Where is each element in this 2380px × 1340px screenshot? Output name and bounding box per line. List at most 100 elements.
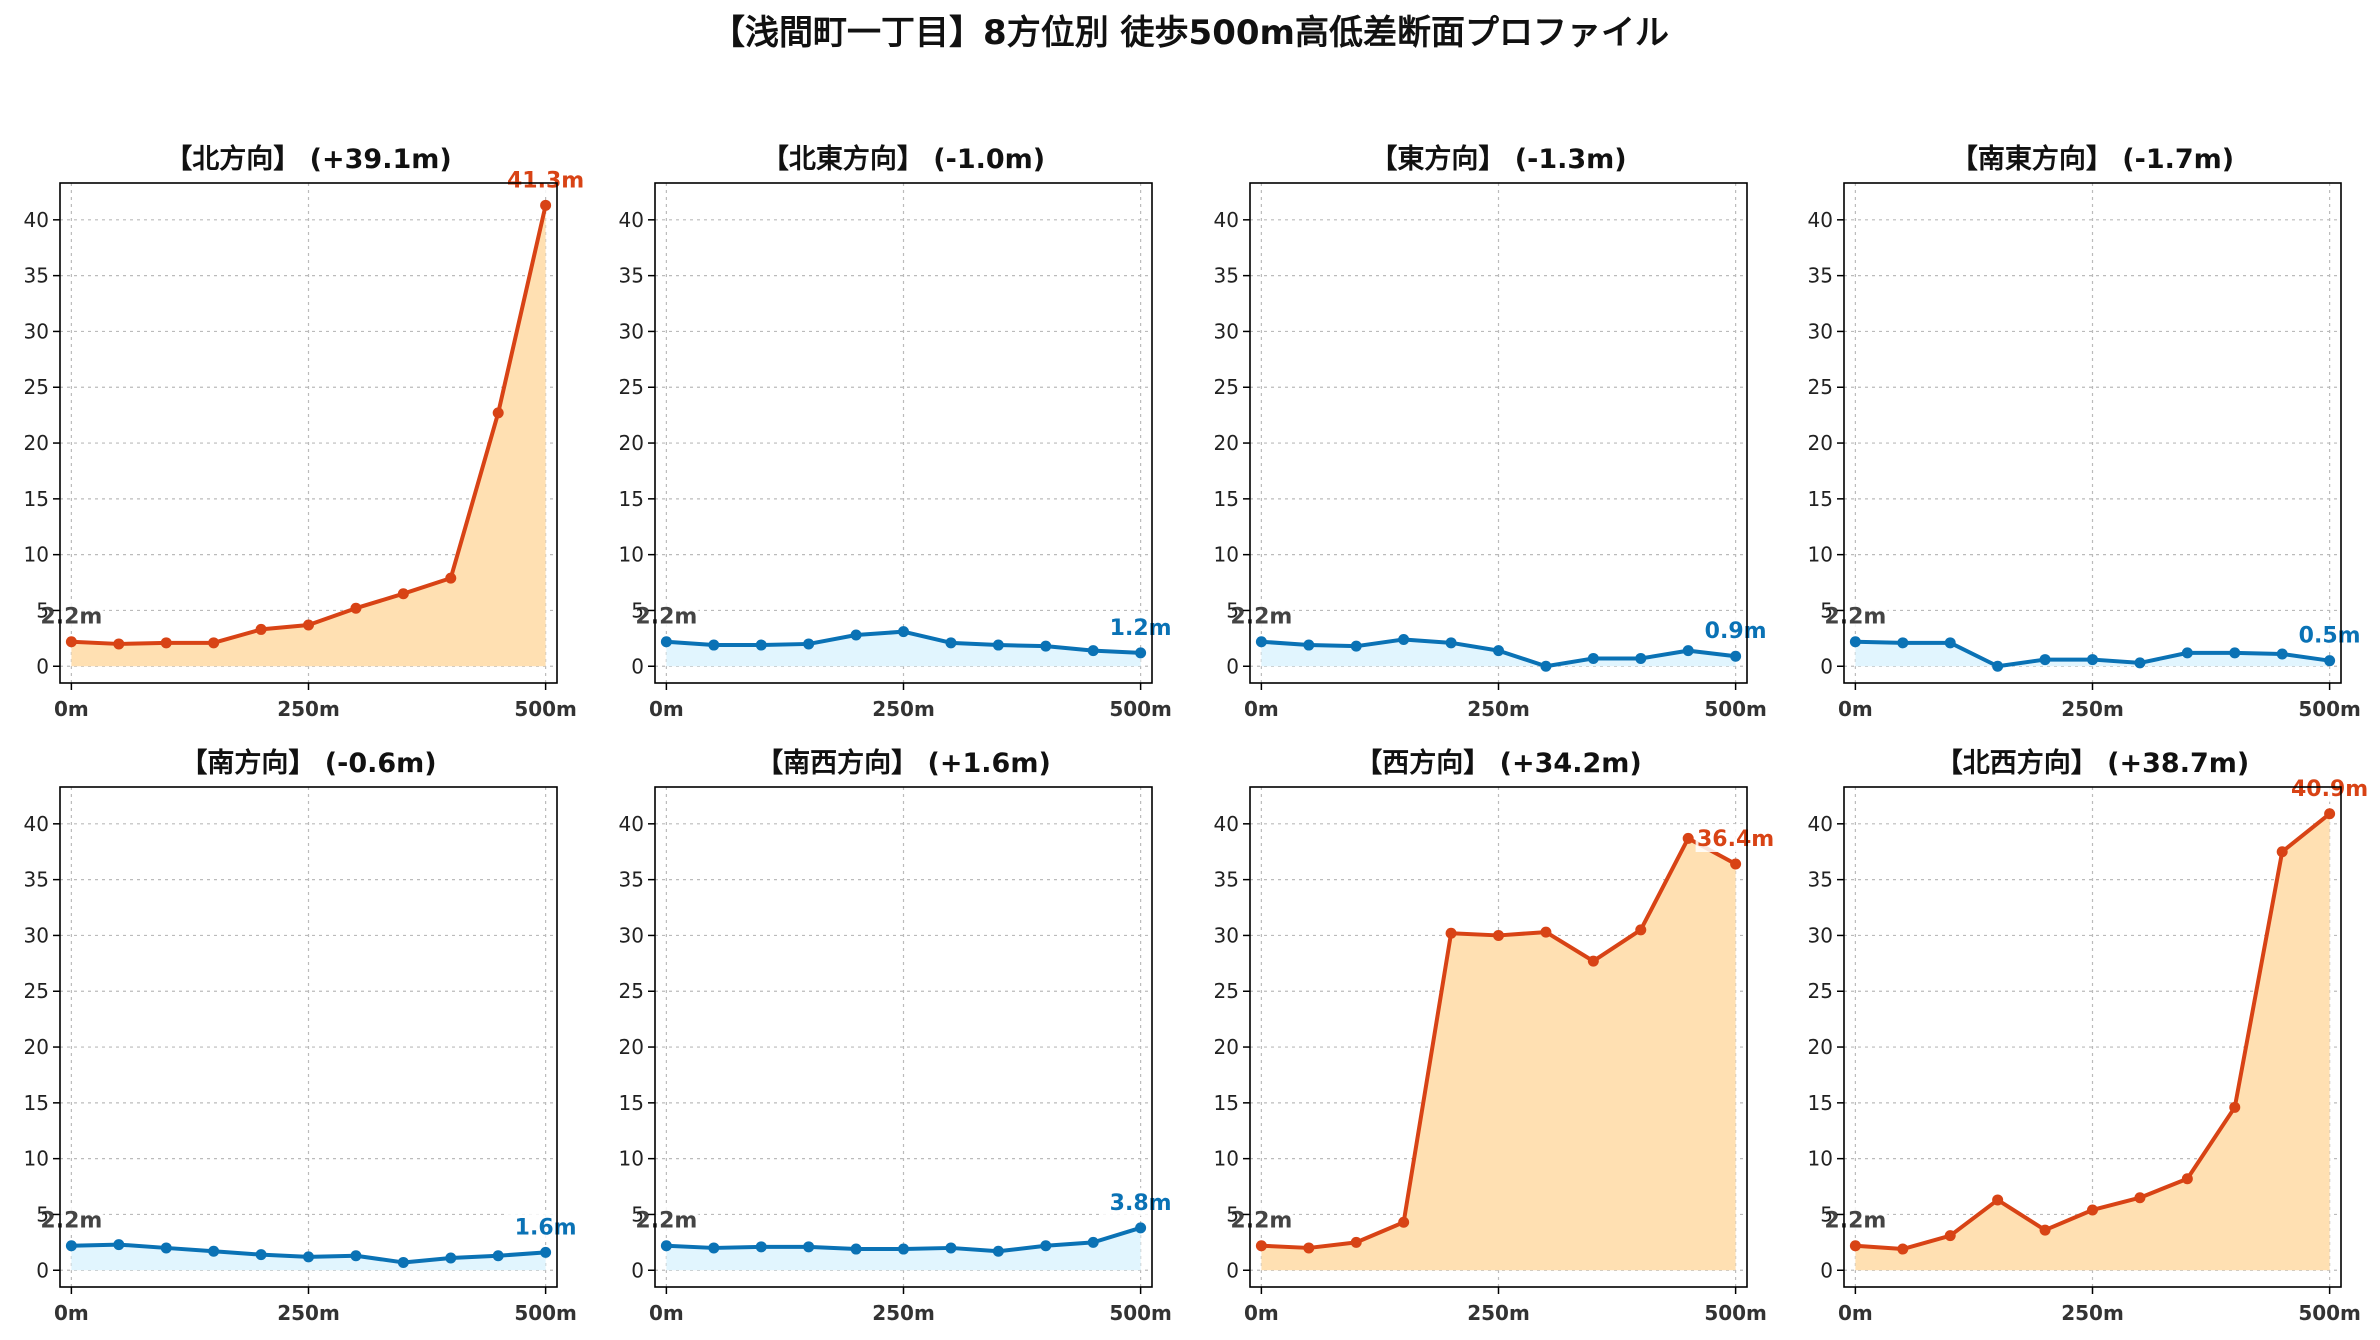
y-tick-label: 25: [1214, 979, 1239, 1003]
axes-frame: [1249, 182, 1748, 684]
data-point: [1897, 637, 1909, 649]
x-tick-label: 0m: [1838, 1301, 1873, 1325]
data-point: [2134, 1192, 2146, 1204]
y-tick-label: 35: [1214, 868, 1239, 892]
data-point: [1445, 637, 1457, 649]
x-tick-label: 250m: [277, 697, 340, 721]
x-tick-label: 500m: [2298, 697, 2361, 721]
y-tick-label: 20: [619, 1035, 644, 1059]
y-tick-label: 5: [1820, 1202, 1833, 1226]
panel-title: 【南西方向】 (+1.6m): [756, 747, 1051, 779]
data-point: [898, 626, 909, 638]
y-tick-label: 30: [24, 319, 49, 343]
data-point: [1944, 637, 1956, 649]
data-point: [303, 619, 314, 631]
data-point: [992, 639, 1004, 651]
y-tick-label: 5: [1226, 598, 1239, 622]
x-tick-label: 250m: [872, 697, 935, 721]
data-point: [1730, 650, 1742, 662]
y-tick-label: 30: [1214, 319, 1239, 343]
y-tick-label: 15: [1214, 487, 1239, 511]
y-tick-label: 0: [631, 1258, 644, 1282]
data-point: [1730, 858, 1742, 870]
profile-panels: 【北方向】 (+39.1m) 2.2m 41.3m 0 5 10 15 20 25 30 35 40 0…: [24, 143, 2369, 1325]
y-tick-label: 15: [24, 487, 49, 511]
data-point: [2039, 654, 2051, 666]
y-tick-label: 35: [1808, 868, 1833, 892]
x-tick-label: 0m: [1838, 697, 1873, 721]
y-tick-label: 20: [1808, 431, 1833, 455]
y-tick-label: 35: [24, 264, 49, 288]
data-point: [1135, 647, 1147, 659]
x-tick-label: 500m: [1704, 1301, 1767, 1325]
y-tick-label: 5: [36, 1202, 49, 1226]
data-point: [445, 572, 457, 584]
y-tick-label: 10: [24, 543, 49, 567]
y-tick-label: 20: [1808, 1035, 1833, 1059]
y-tick-label: 30: [1214, 923, 1239, 947]
data-point: [350, 1250, 362, 1262]
data-point: [1350, 1236, 1362, 1248]
y-tick-label: 15: [1808, 487, 1833, 511]
data-point: [208, 637, 220, 649]
y-tick-label: 15: [619, 1091, 644, 1115]
y-tick-label: 35: [1808, 264, 1833, 288]
data-point: [2324, 655, 2336, 667]
axes-frame: [1843, 182, 2342, 684]
x-tick-label: 250m: [2061, 1301, 2124, 1325]
y-tick-label: 20: [1214, 431, 1239, 455]
x-tick-label: 0m: [649, 1301, 684, 1325]
start-label: 2.2m: [1230, 605, 1292, 630]
data-point: [2181, 1173, 2193, 1185]
y-tick-label: 30: [619, 319, 644, 343]
end-label-background: [1695, 616, 1774, 645]
data-point: [1587, 652, 1599, 664]
x-tick-label: 250m: [1467, 1301, 1530, 1325]
x-tick-label: 0m: [54, 1301, 89, 1325]
panel-title: 【北東方向】 (-1.0m): [762, 143, 1045, 175]
start-label-background: [1823, 601, 1888, 630]
grid-lines: [1250, 183, 1747, 683]
y-tick-label: 15: [619, 487, 644, 511]
x-tick-label: 500m: [1109, 1301, 1172, 1325]
y-tick-label: 10: [1808, 1147, 1833, 1171]
data-point: [708, 1242, 720, 1254]
y-tick-label: 25: [24, 979, 49, 1003]
profile-panel: 【南東方向】 (-1.7m) 2.2m 0.5m 0 5 10 15 20 25 30 35 40 0m…: [1808, 143, 2368, 721]
y-tick-label: 0: [1820, 654, 1833, 678]
y-tick-label: 40: [1214, 812, 1239, 836]
x-tick-label: 0m: [1244, 697, 1279, 721]
data-point: [1255, 636, 1267, 648]
y-tick-label: 0: [36, 1258, 49, 1282]
data-point: [1635, 652, 1647, 664]
y-tick-label: 35: [619, 264, 644, 288]
y-tick-label: 0: [1820, 1258, 1833, 1282]
panel-title: 【南方向】 (-0.6m): [180, 747, 436, 779]
y-tick-label: 40: [24, 208, 49, 232]
data-point: [945, 637, 957, 649]
y-tick-label: 10: [619, 1147, 644, 1171]
start-label-background: [634, 1205, 699, 1234]
panel-title: 【南東方向】 (-1.7m): [1951, 143, 2234, 175]
end-label: 40.9m: [2291, 777, 2368, 802]
y-tick-label: 30: [619, 923, 644, 947]
elevation-fill-area: [666, 631, 1141, 667]
data-point: [1040, 640, 1052, 652]
data-point: [1445, 927, 1457, 939]
data-point: [65, 636, 77, 648]
x-tick-label: 500m: [514, 1301, 577, 1325]
x-tick-label: 250m: [277, 1301, 340, 1325]
y-tick-label: 30: [1808, 923, 1833, 947]
x-tick-label: 250m: [1467, 697, 1530, 721]
data-point: [1540, 660, 1552, 672]
data-point: [1135, 1222, 1147, 1234]
x-tick-label: 500m: [2298, 1301, 2361, 1325]
figure-title: 【浅間町一丁目】8方位別 徒歩500m高低差断面プロファイル: [711, 13, 1669, 53]
data-point: [2229, 1101, 2241, 1113]
axes-frame: [59, 786, 558, 1288]
y-tick-label: 5: [1226, 1202, 1239, 1226]
data-point: [1682, 645, 1694, 657]
y-tick-label: 10: [1214, 1147, 1239, 1171]
start-label-background: [634, 601, 699, 630]
elevation-fill-area: [1855, 813, 2330, 1271]
